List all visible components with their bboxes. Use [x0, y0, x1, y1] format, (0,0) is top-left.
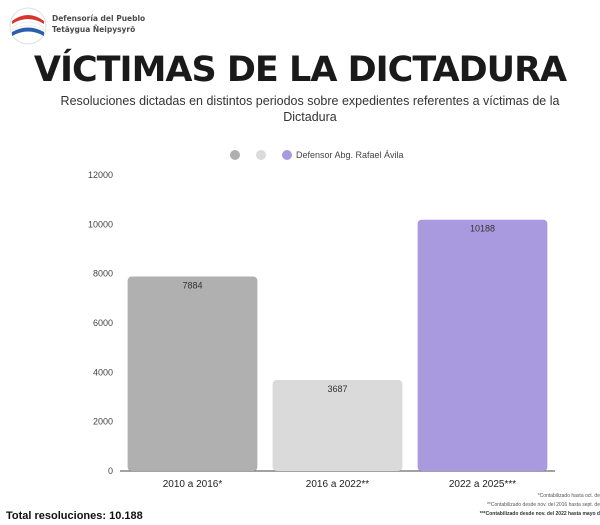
y-tick-label: 12000	[88, 170, 113, 180]
chart-subtitle: Resoluciones dictadas en distintos perio…	[60, 94, 560, 124]
total-resolutions: Total resoluciones: 10.188	[6, 510, 143, 522]
x-category-label: 2010 a 2016*	[163, 479, 223, 490]
y-tick-label: 10000	[88, 219, 113, 229]
legend-swatch-series-2	[256, 150, 266, 160]
chart-title: VÍCTIMAS DE LA DICTADURA	[33, 50, 567, 90]
footnote-2: **Contabilizado desde nov. del 2016 hast…	[486, 502, 600, 508]
y-tick-label: 6000	[93, 318, 113, 328]
org-name-line1: Defensoría del Pueblo	[52, 14, 146, 23]
footnote-3: ***Contabilizado desde nov. del 2022 has…	[479, 511, 600, 517]
bar-data-label: 3687	[327, 384, 347, 394]
y-tick-label: 8000	[93, 269, 113, 279]
chart-legend: Defensor Abg. Rafael Ávila	[230, 148, 404, 162]
x-category-label: 2016 a 2022**	[306, 479, 370, 490]
bar-data-label: 7884	[182, 281, 202, 291]
organization-name: Defensoría del Pueblo Tetãygua Ñeipysyrõ	[52, 13, 145, 35]
bar	[127, 276, 258, 471]
legend-swatch-series-1	[230, 150, 240, 160]
y-tick-label: 4000	[93, 367, 113, 377]
legend-swatch-series-3	[282, 150, 292, 160]
y-tick-label: 0	[108, 466, 113, 476]
org-name-line2: Tetãygua Ñeipysyrõ	[52, 25, 136, 34]
bar	[272, 380, 403, 471]
footnotes: *Contabilizado hasta oct. de **Contabili…	[480, 492, 600, 519]
bar	[417, 219, 548, 471]
defensoria-logo	[9, 7, 47, 45]
bar-chart: 0 2000 4000 6000 8000 10000 12000 7884 2010 a 20…	[88, 170, 555, 490]
bar-data-label: 10188	[470, 224, 495, 234]
legend-label-series-3: Defensor Abg. Rafael Ávila	[296, 150, 404, 160]
y-tick-label: 2000	[93, 417, 113, 427]
x-category-label: 2022 a 2025***	[449, 479, 516, 490]
footnote-1: *Contabilizado hasta oct. de	[537, 493, 600, 499]
